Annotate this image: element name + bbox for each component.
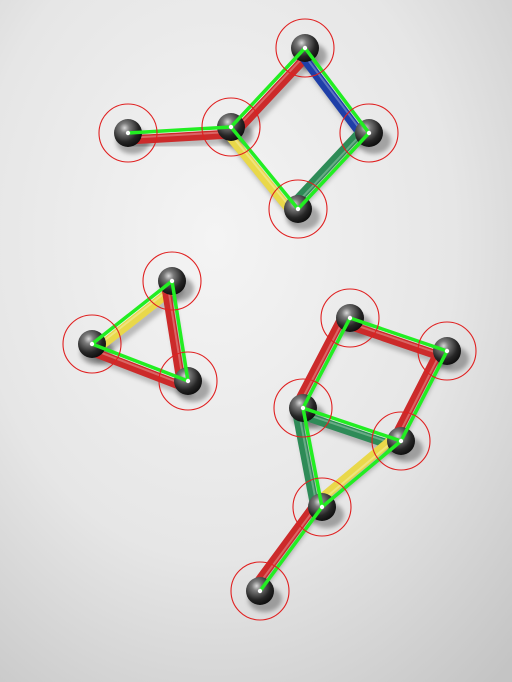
detected-edge [258, 505, 324, 593]
detected-edge [229, 125, 300, 211]
detected-edge [303, 46, 371, 135]
detection-ring [62, 314, 122, 374]
detected-edge [301, 406, 324, 509]
detection-ring [371, 411, 431, 471]
detected-center [366, 130, 372, 136]
upper-structure-rod [221, 126, 298, 218]
detection-ring [320, 288, 380, 348]
detection-ring [98, 103, 158, 163]
detected-center [257, 588, 263, 594]
detected-edge [301, 316, 352, 410]
detection-overlay [62, 18, 477, 621]
lower-structure-rod-highlight [300, 411, 401, 447]
detected-center [185, 378, 191, 384]
lower-structure-rod [313, 431, 402, 507]
upper-structure-rod [123, 129, 236, 145]
detection-ring [339, 103, 399, 163]
detected-center [302, 45, 308, 51]
detected-edge [301, 406, 403, 443]
upper-structure-rod-highlight [293, 128, 367, 207]
detection-ring [417, 321, 477, 381]
detected-edge [126, 125, 233, 135]
detected-edge [90, 342, 190, 383]
detection-ring [158, 351, 218, 411]
detection-ring [275, 18, 335, 78]
detected-edge [229, 46, 307, 129]
lower-structure-rod [249, 498, 321, 592]
upper-structure-rod [294, 47, 368, 142]
detected-center [347, 315, 353, 321]
upper-structure-rod-highlight [233, 50, 310, 132]
upper-structure-rod-highlight [226, 129, 296, 214]
lower-structure-rod-highlight [347, 321, 447, 357]
rod-layer [84, 47, 450, 592]
lower-structure-rod [390, 343, 446, 443]
upper-structure-rod [231, 48, 315, 137]
detected-center [228, 124, 234, 130]
upper-structure-rod-highlight [127, 130, 233, 139]
detection-ring [273, 378, 333, 438]
detected-center [319, 504, 325, 510]
detected-edge [296, 131, 371, 211]
lower-structure-rod-highlight [317, 436, 399, 505]
detected-center [295, 206, 301, 212]
detection-ring [142, 251, 202, 311]
lower-structure-rod-shadow [294, 314, 352, 415]
detected-center [169, 278, 175, 284]
left-triangle-rod-highlight [94, 283, 177, 349]
left-triangle-rod-highlight [89, 347, 188, 387]
left-triangle-rod-highlight [166, 280, 185, 383]
lower-structure-rod [291, 404, 320, 513]
detection-ring [292, 477, 352, 537]
lower-structure-rod [343, 320, 450, 363]
detection-ring [230, 561, 290, 621]
detected-center [444, 348, 450, 354]
upper-structure-rod-shadow [234, 52, 319, 142]
detected-center [89, 341, 95, 347]
lower-structure-rod-highlight [395, 347, 444, 440]
detected-center [398, 438, 404, 444]
detected-edge [348, 316, 449, 353]
lower-structure-rod-highlight [297, 407, 319, 509]
lower-structure-rod [292, 310, 349, 410]
detected-edge [320, 439, 403, 509]
left-triangle-rod [84, 346, 190, 393]
detected-center [300, 405, 306, 411]
detected-edge [170, 279, 190, 383]
detected-edge [90, 279, 174, 346]
left-triangle-rod [160, 277, 186, 387]
upper-structure-rod-highlight [300, 49, 367, 137]
detected-edge [399, 349, 449, 443]
detection-ring [201, 97, 261, 157]
detection-ring [268, 179, 328, 239]
upper-structure-rod [288, 123, 369, 209]
detected-center [125, 130, 131, 136]
lower-structure-rod-highlight [297, 314, 347, 407]
lower-structure-rod-highlight [255, 503, 320, 590]
